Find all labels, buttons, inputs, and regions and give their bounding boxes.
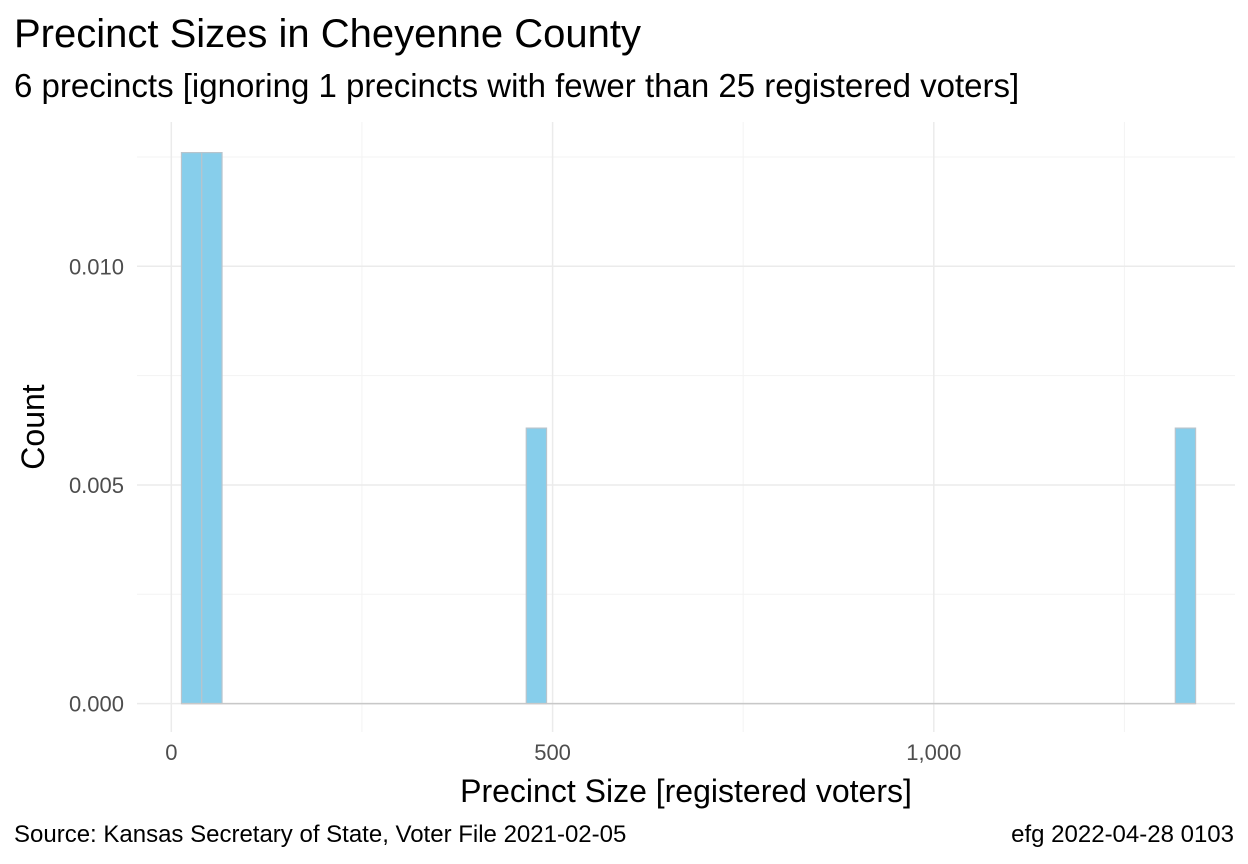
- histogram-bar-1: [180, 152, 203, 705]
- y-tick-label: 0.010: [69, 254, 124, 279]
- source-caption: Source: Kansas Secretary of State, Voter…: [14, 821, 627, 848]
- major-gridlines: [137, 122, 1235, 732]
- minor-gridlines: [137, 122, 1235, 732]
- histogram-bar-4: [1174, 427, 1197, 705]
- histogram-bar-2: [201, 152, 223, 705]
- x-axis-tick-labels: 0 500 1,000: [165, 740, 961, 765]
- y-tick-label: 0.005: [69, 473, 124, 498]
- y-axis-tick-labels: 0.000 0.005 0.010: [69, 254, 124, 716]
- y-tick-label: 0.000: [69, 692, 124, 717]
- histogram-bar-3: [525, 427, 548, 705]
- credit-caption: efg 2022-04-28 0103: [1011, 821, 1234, 848]
- x-tick-label: 1,000: [906, 740, 961, 765]
- x-tick-label: 0: [165, 740, 177, 765]
- x-tick-label: 500: [534, 740, 571, 765]
- chart-subtitle: 6 precincts [ignoring 1 precincts with f…: [14, 67, 1020, 104]
- x-axis-title: Precinct Size [registered voters]: [460, 773, 912, 809]
- y-axis-title: Count: [15, 384, 51, 470]
- chart-title: Precinct Sizes in Cheyenne County: [14, 12, 641, 56]
- histogram-bars: [180, 152, 1197, 705]
